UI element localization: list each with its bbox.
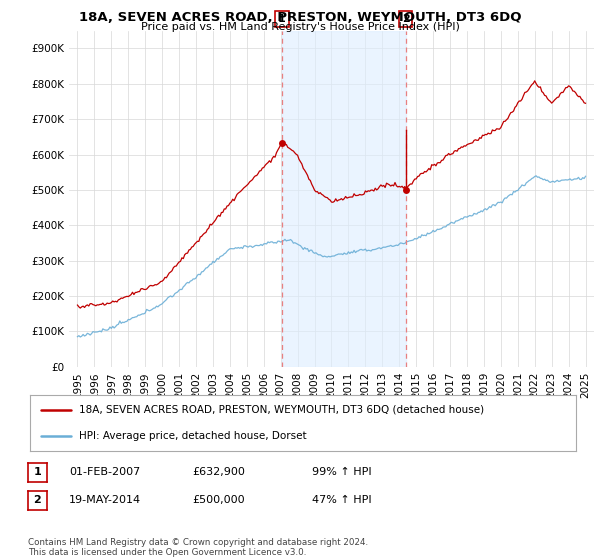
Text: Contains HM Land Registry data © Crown copyright and database right 2024.
This d: Contains HM Land Registry data © Crown c… bbox=[28, 538, 368, 557]
Text: £500,000: £500,000 bbox=[192, 494, 245, 505]
Bar bbox=[282, 31, 406, 367]
Text: 2: 2 bbox=[402, 14, 410, 24]
Text: 1: 1 bbox=[34, 467, 41, 477]
Text: 18A, SEVEN ACRES ROAD, PRESTON, WEYMOUTH, DT3 6DQ (detached house): 18A, SEVEN ACRES ROAD, PRESTON, WEYMOUTH… bbox=[79, 405, 484, 415]
Text: 01-FEB-2007: 01-FEB-2007 bbox=[69, 466, 140, 477]
Text: 18A, SEVEN ACRES ROAD, PRESTON, WEYMOUTH, DT3 6DQ: 18A, SEVEN ACRES ROAD, PRESTON, WEYMOUTH… bbox=[79, 11, 521, 24]
Text: HPI: Average price, detached house, Dorset: HPI: Average price, detached house, Dors… bbox=[79, 431, 307, 441]
Text: £632,900: £632,900 bbox=[192, 466, 245, 477]
Text: Price paid vs. HM Land Registry's House Price Index (HPI): Price paid vs. HM Land Registry's House … bbox=[140, 22, 460, 32]
Text: 1: 1 bbox=[278, 14, 286, 24]
Text: 19-MAY-2014: 19-MAY-2014 bbox=[69, 494, 141, 505]
Text: 2: 2 bbox=[34, 495, 41, 505]
Text: 99% ↑ HPI: 99% ↑ HPI bbox=[312, 466, 371, 477]
Text: 47% ↑ HPI: 47% ↑ HPI bbox=[312, 494, 371, 505]
